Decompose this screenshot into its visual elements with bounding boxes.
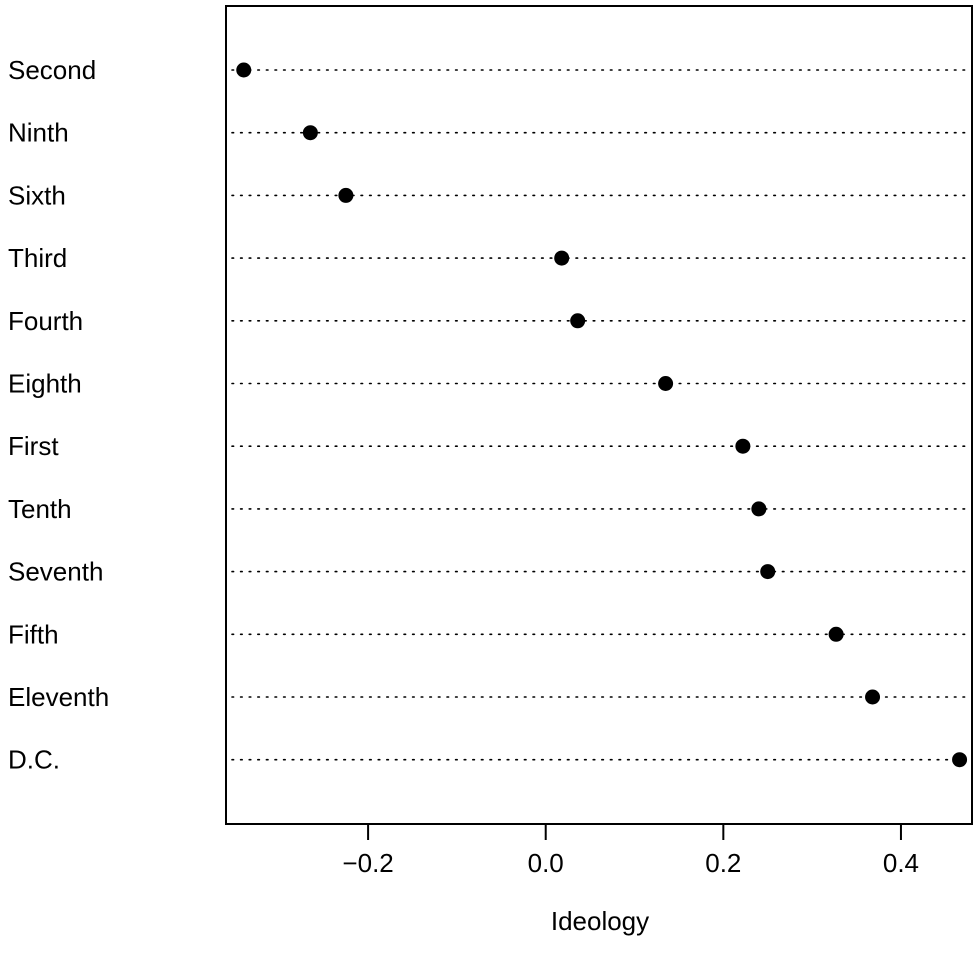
x-axis: −0.2 0.0 0.2 0.4	[342, 824, 919, 878]
data-point	[735, 438, 751, 454]
data-point	[865, 689, 881, 705]
guide-lines	[231, 69, 967, 761]
x-tick-label: 0.4	[883, 848, 919, 878]
category-label: Second	[8, 55, 96, 85]
category-label: First	[8, 431, 59, 461]
data-point	[751, 501, 767, 517]
x-tick-label: −0.2	[342, 848, 393, 878]
data-point	[658, 376, 674, 391]
category-label: Ninth	[8, 118, 69, 148]
data-point	[828, 626, 844, 642]
category-label: Third	[8, 243, 67, 273]
category-label: D.C.	[8, 745, 60, 775]
data-point	[570, 313, 586, 329]
data-point	[236, 62, 252, 78]
category-label: Tenth	[8, 494, 72, 524]
x-tick-label: 0.2	[705, 848, 741, 878]
category-label: Eleventh	[8, 682, 109, 712]
category-label: Eighth	[8, 369, 82, 399]
data-point	[554, 250, 570, 266]
category-label: Fifth	[8, 619, 59, 649]
category-labels: Second Ninth Sixth Third Fourth Eighth First Te…	[8, 55, 109, 775]
category-label: Sixth	[8, 180, 66, 210]
x-tick-label: 0.0	[528, 848, 564, 878]
x-axis-title: Ideology	[551, 906, 649, 936]
data-point	[760, 564, 776, 580]
category-label: Seventh	[8, 557, 103, 587]
data-point	[952, 752, 968, 768]
data-point	[338, 187, 354, 203]
plot-frame	[225, 5, 973, 825]
data-point	[302, 125, 318, 141]
data-points	[236, 62, 968, 768]
category-label: Fourth	[8, 306, 83, 336]
